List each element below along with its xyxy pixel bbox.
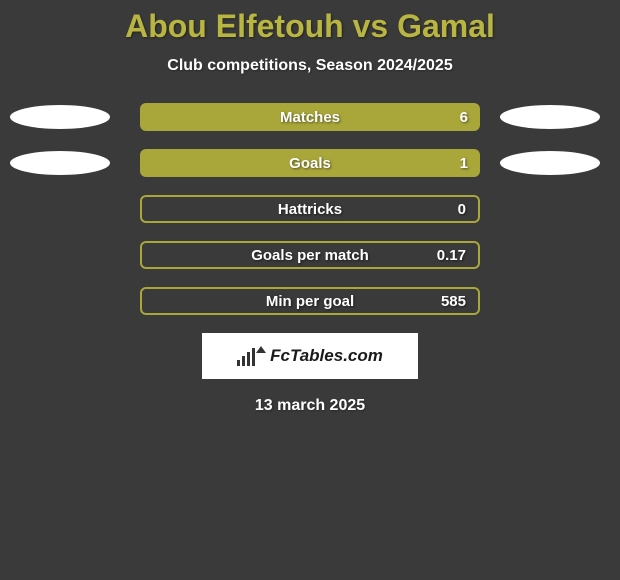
stat-row: Goals per match 0.17 <box>0 241 620 269</box>
stat-label: Goals <box>289 155 331 172</box>
stat-value: 1 <box>460 155 468 172</box>
stat-value: 6 <box>460 109 468 126</box>
stats-rows-container: Matches 6 Goals 1 Hattricks 0 Goals per match 0… <box>0 103 620 315</box>
stat-value: 0.17 <box>437 247 466 264</box>
stat-bar: Min per goal 585 <box>140 287 480 315</box>
stat-row: Matches 6 <box>0 103 620 131</box>
stat-bar: Hattricks 0 <box>140 195 480 223</box>
stat-bar: Goals 1 <box>140 149 480 177</box>
player-ellipse-left <box>10 151 110 175</box>
logo-text: FcTables.com <box>270 346 383 366</box>
stat-bar: Matches 6 <box>140 103 480 131</box>
player-ellipse-right <box>500 151 600 175</box>
stat-label: Hattricks <box>278 201 342 218</box>
date-text: 13 march 2025 <box>0 397 620 415</box>
page-subtitle: Club competitions, Season 2024/2025 <box>0 57 620 75</box>
player-ellipse-right <box>500 105 600 129</box>
stat-row: Goals 1 <box>0 149 620 177</box>
page-background: Abou Elfetouh vs Gamal Club competitions… <box>0 0 620 580</box>
logo-box: FcTables.com <box>202 333 418 379</box>
logo-inner: FcTables.com <box>237 346 383 367</box>
stat-value: 0 <box>458 201 466 218</box>
stat-label: Goals per match <box>251 247 369 264</box>
stat-value: 585 <box>441 293 466 310</box>
stat-row: Min per goal 585 <box>0 287 620 315</box>
stat-bar: Goals per match 0.17 <box>140 241 480 269</box>
stat-label: Min per goal <box>266 293 354 310</box>
logo-chart-icon <box>237 346 255 366</box>
stat-row: Hattricks 0 <box>0 195 620 223</box>
stat-label: Matches <box>280 109 340 126</box>
page-title: Abou Elfetouh vs Gamal <box>0 8 620 45</box>
player-ellipse-left <box>10 105 110 129</box>
logo-arrow-icon <box>256 346 266 353</box>
